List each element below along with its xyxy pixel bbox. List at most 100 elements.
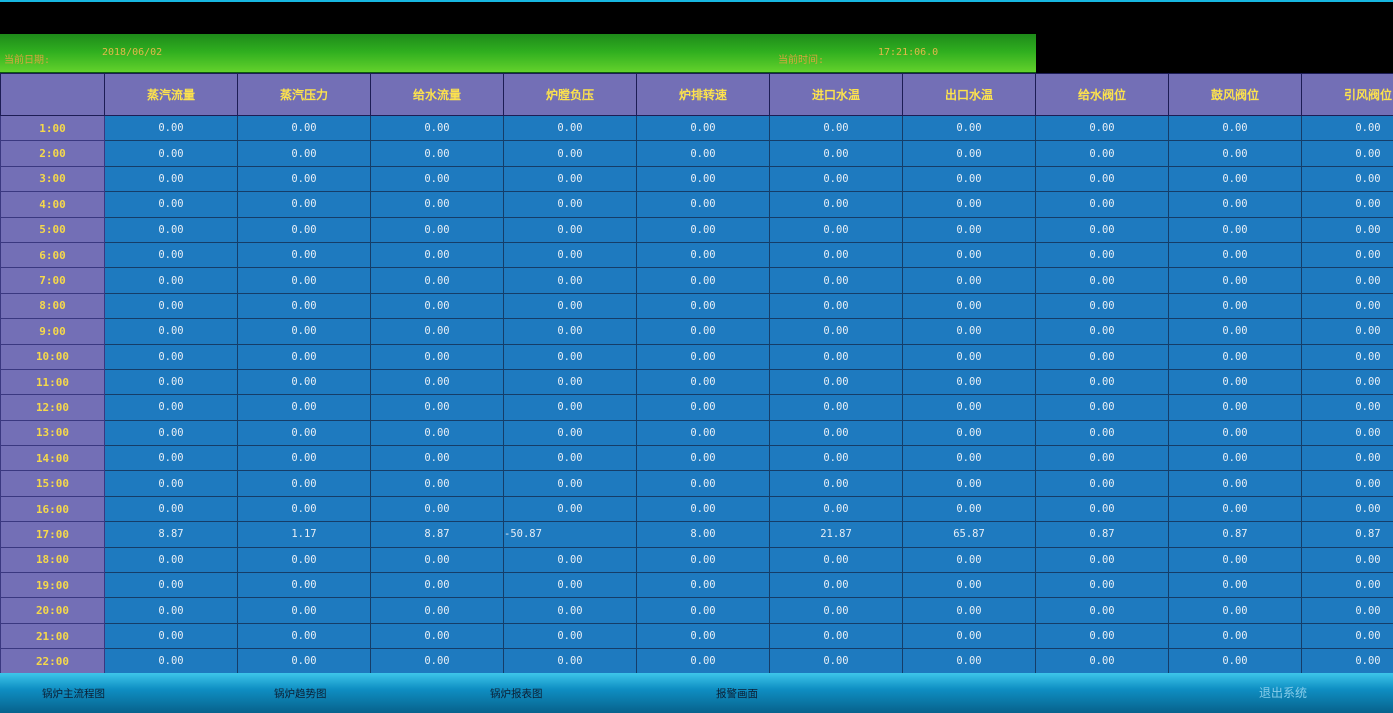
- value-cell: 0.00: [503, 394, 637, 421]
- hour-cell: 21:00: [0, 622, 105, 650]
- value-cell: 0.00: [370, 216, 504, 243]
- value-cell: 0.00: [1301, 267, 1393, 294]
- value-cell: 0.00: [503, 419, 637, 447]
- nav-report-button[interactable]: 锅炉报表图: [490, 688, 543, 700]
- value-cell: 0.00: [237, 572, 371, 599]
- value-cell: 0.00: [370, 470, 504, 497]
- value-cell: 0.00: [237, 368, 371, 396]
- value-cell: 0.00: [636, 292, 770, 320]
- value-cell: 0.00: [902, 343, 1036, 370]
- value-cell: 0.00: [104, 216, 238, 243]
- value-cell: 0.00: [370, 419, 504, 447]
- value-cell: 0.00: [769, 597, 903, 624]
- value-cell: 0.00: [769, 343, 903, 370]
- value-cell: 0.00: [636, 114, 770, 142]
- value-cell: 0.00: [370, 292, 504, 320]
- value-cell: 0.00: [104, 368, 238, 396]
- hour-cell: 8:00: [0, 292, 105, 320]
- value-cell: 0.00: [370, 318, 504, 345]
- value-cell: 0.00: [769, 394, 903, 421]
- value-cell: 0.00: [1035, 292, 1169, 320]
- hour-cell: 19:00: [0, 572, 105, 599]
- value-cell: 0.00: [104, 292, 238, 320]
- value-cell: 0.00: [769, 140, 903, 167]
- value-cell: 0.00: [636, 622, 770, 650]
- value-cell: 0.00: [769, 191, 903, 218]
- value-cell: 0.00: [1301, 419, 1393, 447]
- value-cell: 0.00: [769, 292, 903, 320]
- value-cell: 0.00: [237, 114, 371, 142]
- table-row: 8:00 0.00 0.00 0.00 0.00 0.00 0.00 0.00 0.00 0.00…: [0, 292, 1393, 320]
- value-cell: 0.00: [104, 267, 238, 294]
- value-cell: 0.00: [370, 495, 504, 523]
- column-header: 炉膛负压: [503, 73, 637, 116]
- value-cell: 0.00: [237, 241, 371, 269]
- value-cell: 0.87: [1301, 521, 1393, 548]
- value-cell: 0.00: [370, 267, 504, 294]
- table-row: 20:00 0.00 0.00 0.00 0.00 0.00 0.00 0.00 0.00 0.0…: [0, 597, 1393, 624]
- value-cell: 0.00: [769, 241, 903, 269]
- value-cell: 0.00: [1168, 140, 1302, 167]
- value-cell: 0.00: [1301, 495, 1393, 523]
- value-cell: 0.00: [636, 368, 770, 396]
- value-cell: 0.00: [237, 622, 371, 650]
- value-cell: 0.00: [902, 394, 1036, 421]
- value-cell: 0.00: [1168, 572, 1302, 599]
- hour-cell: 15:00: [0, 470, 105, 497]
- value-cell: 0.00: [104, 394, 238, 421]
- column-header: 蒸汽压力: [237, 73, 371, 116]
- value-cell: 0.00: [1301, 292, 1393, 320]
- value-cell: 0.00: [1168, 216, 1302, 243]
- value-cell: 0.00: [503, 140, 637, 167]
- value-cell: 0.00: [1168, 114, 1302, 142]
- table-row: 21:00 0.00 0.00 0.00 0.00 0.00 0.00 0.00 0.00 0.0…: [0, 622, 1393, 650]
- value-cell: 0.00: [1035, 216, 1169, 243]
- value-cell: 0.00: [902, 572, 1036, 599]
- column-header: 出口水温: [902, 73, 1036, 116]
- exit-system-button[interactable]: 退出系统: [1259, 686, 1308, 700]
- value-cell: 0.00: [503, 191, 637, 218]
- value-cell: 0.00: [1168, 495, 1302, 523]
- value-cell: 0.00: [1035, 622, 1169, 650]
- value-cell: 0.00: [902, 546, 1036, 574]
- value-cell: 0.00: [104, 572, 238, 599]
- value-cell: 0.00: [503, 292, 637, 320]
- value-cell: 0.00: [503, 597, 637, 624]
- time-label: 当前时间:: [778, 55, 825, 66]
- table-row: 15:00 0.00 0.00 0.00 0.00 0.00 0.00 0.00 0.00 0.0…: [0, 470, 1393, 497]
- date-value: 2018/06/02: [102, 47, 163, 58]
- nav-trend-button[interactable]: 锅炉趋势图: [274, 688, 327, 700]
- value-cell: 0.00: [370, 445, 504, 472]
- value-cell: 0.00: [902, 445, 1036, 472]
- nav-alarm-button[interactable]: 报警画面: [716, 688, 758, 700]
- hour-cell: 4:00: [0, 191, 105, 218]
- value-cell: 0.00: [636, 419, 770, 447]
- hour-cell: 5:00: [0, 216, 105, 243]
- value-cell: 0.00: [1301, 546, 1393, 574]
- value-cell: 0.00: [370, 114, 504, 142]
- value-cell: 0.00: [1168, 419, 1302, 447]
- value-cell: 0.00: [1301, 470, 1393, 497]
- value-cell: 0.00: [1168, 165, 1302, 193]
- value-cell: 0.00: [902, 191, 1036, 218]
- value-cell: 0.00: [503, 343, 637, 370]
- value-cell: 0.00: [902, 368, 1036, 396]
- value-cell: 0.00: [237, 343, 371, 370]
- nav-main-flow-button[interactable]: 锅炉主流程图: [42, 688, 105, 700]
- table-row: 14:00 0.00 0.00 0.00 0.00 0.00 0.00 0.00 0.00 0.0…: [0, 445, 1393, 472]
- value-cell: 0.00: [902, 648, 1036, 675]
- value-cell: 0.00: [1301, 368, 1393, 396]
- value-cell: 0.00: [1301, 648, 1393, 675]
- value-cell: 0.00: [104, 343, 238, 370]
- value-cell: 0.00: [370, 241, 504, 269]
- value-cell: 0.00: [1301, 241, 1393, 269]
- value-cell: 0.00: [636, 165, 770, 193]
- value-cell: 0.00: [1168, 191, 1302, 218]
- table-row: 10:00 0.00 0.00 0.00 0.00 0.00 0.00 0.00 0.00 0.0…: [0, 343, 1393, 370]
- value-cell: 0.00: [902, 318, 1036, 345]
- value-cell: 0.00: [636, 470, 770, 497]
- value-cell: 0.00: [503, 445, 637, 472]
- hour-cell: 12:00: [0, 394, 105, 421]
- value-cell: 0.00: [104, 546, 238, 574]
- value-cell: 0.00: [104, 191, 238, 218]
